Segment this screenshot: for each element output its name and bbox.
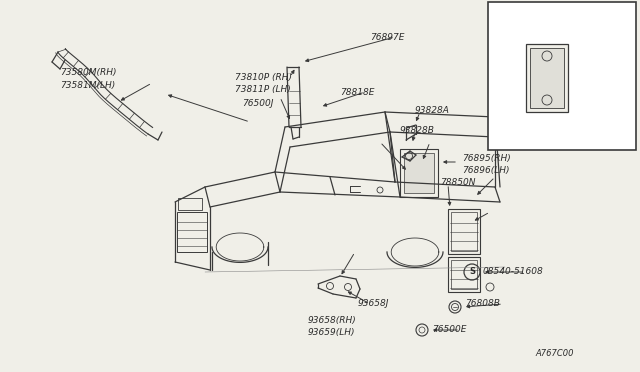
Bar [451,212,477,251]
Bar [400,149,438,197]
Text: 76808B: 76808B [465,299,500,308]
Bar [448,257,480,292]
Text: 76896(LH): 76896(LH) [462,166,509,174]
Text: 78850N: 78850N [440,177,476,186]
Bar [177,212,207,252]
Text: 93828B: 93828B [400,125,435,135]
Text: 78818E: 78818E [340,87,374,96]
Text: 93659(LH): 93659(LH) [308,327,355,337]
Text: 76895(RH): 76895(RH) [462,154,511,163]
Text: 76500E: 76500E [432,326,467,334]
Bar [488,2,636,150]
Text: 93658(RH): 93658(RH) [308,315,356,324]
Text: 73580M(RH): 73580M(RH) [60,67,116,77]
Text: 76897E: 76897E [370,32,404,42]
Bar [178,198,202,210]
Text: 93828A: 93828A [415,106,450,115]
Bar [526,44,568,112]
Text: S: S [469,267,475,276]
Text: 93658J: 93658J [358,299,389,308]
Text: 76500J: 76500J [242,99,273,108]
Text: 73810P (RH): 73810P (RH) [235,73,292,81]
Text: A767C00: A767C00 [535,350,573,359]
Text: 08540-51608: 08540-51608 [483,267,544,276]
Text: 73811P (LH): 73811P (LH) [235,84,291,93]
Bar [530,48,564,108]
Text: 73581M(LH): 73581M(LH) [60,80,115,90]
Bar [404,153,434,193]
Bar [451,260,477,289]
Text: 78850N: 78850N [523,16,559,25]
Bar [448,209,480,254]
